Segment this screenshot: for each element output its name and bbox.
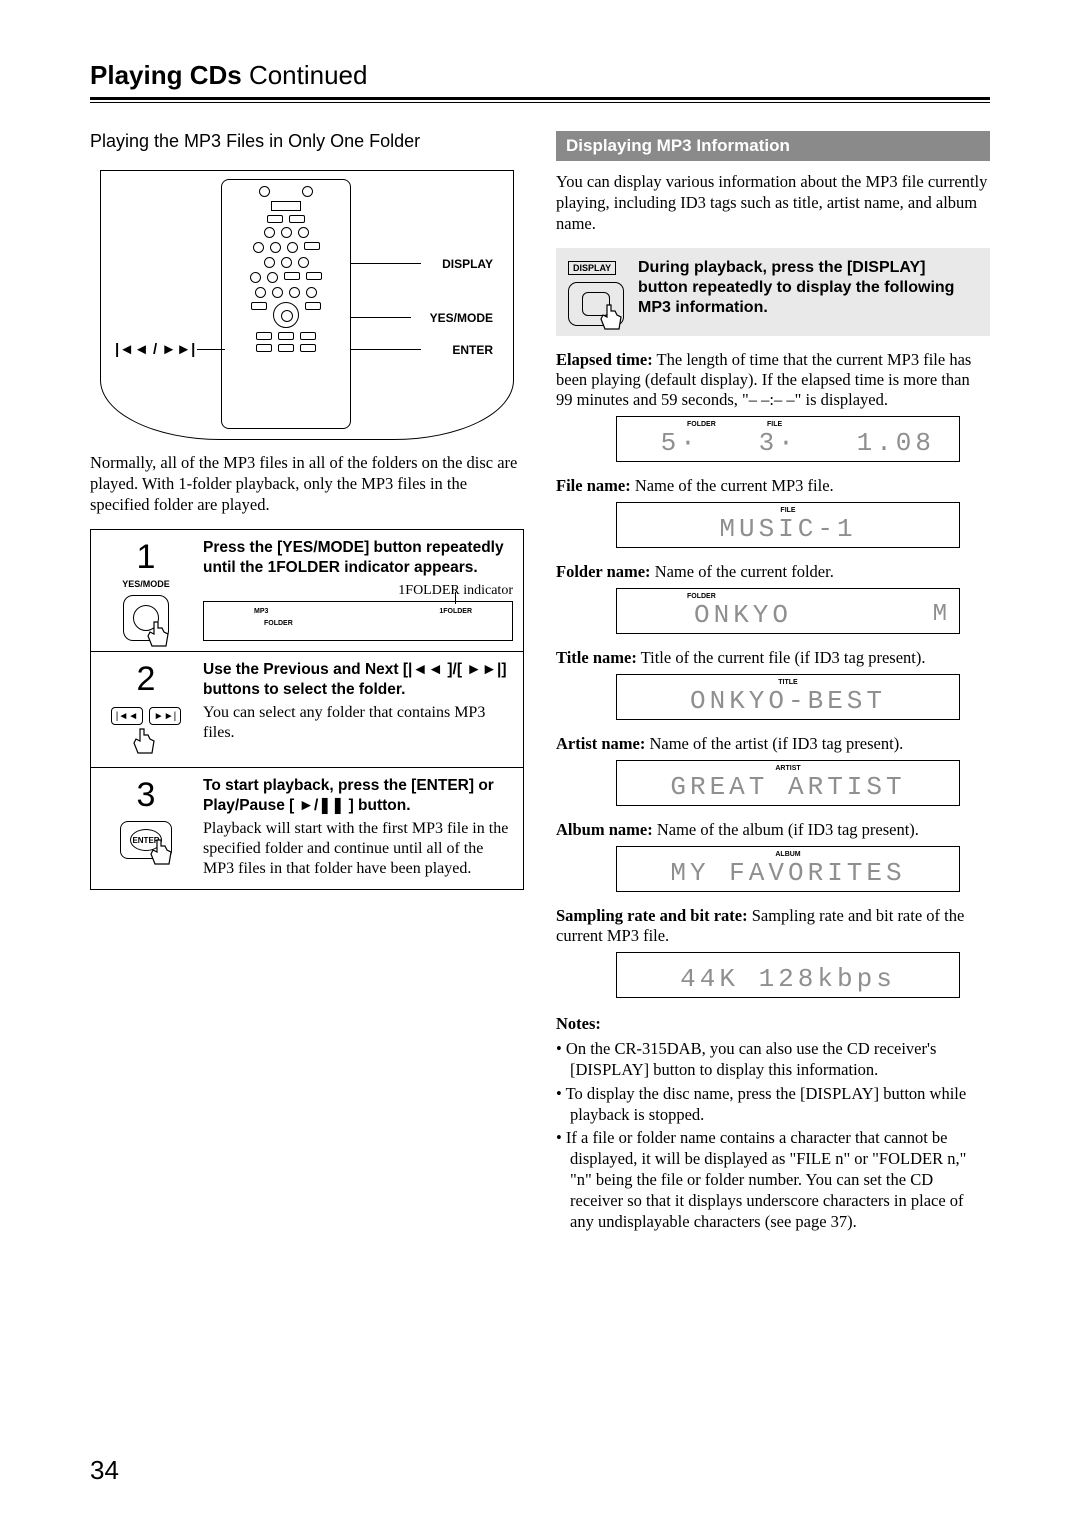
step-2-num: 2: [101, 660, 191, 699]
title-rule: [90, 97, 990, 103]
enter-button-icon: ENTER: [120, 821, 172, 859]
note-item: If a file or folder name contains a char…: [556, 1127, 990, 1233]
step-1-body: Press the [YES/MODE] button repeatedly u…: [199, 530, 523, 651]
step-2: 2 |◄◄ ►►| Use the Previous and Next [|◄◄…: [91, 651, 523, 767]
lcd-folder: FOLDER ONKYO M: [616, 588, 960, 634]
info-artist: Artist name: Name of the artist (if ID3 …: [556, 734, 990, 754]
left-column: Playing the MP3 Files in Only One Folder: [90, 131, 524, 1232]
page-title-continued: Continued: [242, 60, 368, 90]
diagram-label-enter: ENTER: [452, 343, 493, 357]
step-2-left: 2 |◄◄ ►►|: [91, 652, 199, 767]
lcd-title: TITLE ONKYO-BEST: [616, 674, 960, 720]
prev-glyph-icon: |◄◄: [408, 661, 443, 678]
display-instruction-text: During playback, press the [DISPLAY] but…: [638, 258, 978, 318]
lcd-album: ALBUM MY FAVORITES: [616, 846, 960, 892]
page-title: Playing CDs: [90, 60, 242, 90]
page-number: 34: [90, 1455, 119, 1486]
info-album: Album name: Name of the album (if ID3 ta…: [556, 820, 990, 840]
step-1-indic-label: 1FOLDER indicator: [203, 583, 513, 599]
step-1-bold: Press the [YES/MODE] button repeatedly u…: [203, 538, 513, 577]
right-intro: You can display various information abou…: [556, 171, 990, 234]
lcd-elapsed: FOLDER FILE 5· 3· 1.08: [616, 416, 960, 462]
info-elapsed: Elapsed time: The length of time that th…: [556, 350, 990, 410]
yesmode-button-icon: [123, 595, 169, 641]
prev-button-icon: |◄◄: [111, 707, 143, 725]
info-items: Elapsed time: The length of time that th…: [556, 350, 990, 998]
info-sampling: Sampling rate and bit rate: Sampling rat…: [556, 906, 990, 946]
lcd-sampling: 44K 128kbps: [616, 952, 960, 998]
notes-head: Notes:: [556, 1014, 990, 1034]
step-2-reg: You can select any folder that contains …: [203, 703, 513, 743]
diagram-label-prevnext: |◄◄ / ►►|: [115, 341, 195, 358]
step-3-num: 3: [101, 776, 191, 815]
remote-body: [221, 179, 351, 429]
step-3-bold: To start playback, press the [ENTER] or …: [203, 776, 513, 815]
step-2-body: Use the Previous and Next [|◄◄ ]/[ ►►|] …: [199, 652, 523, 767]
lcd-artist: ARTIST GREAT ARTIST: [616, 760, 960, 806]
step-3-body: To start playback, press the [ENTER] or …: [199, 768, 523, 889]
right-column: Displaying MP3 Information You can displ…: [556, 131, 990, 1232]
diagram-label-display: DISPLAY: [442, 257, 493, 271]
step-1-left: 1 YES/MODE: [91, 530, 199, 651]
section-title: Displaying MP3 Information: [556, 131, 990, 161]
info-filename: File name: Name of the current MP3 file.: [556, 476, 990, 496]
display-badge: DISPLAY: [568, 261, 616, 275]
note-item: On the CR-315DAB, you can also use the C…: [556, 1038, 990, 1080]
display-instruction: DISPLAY During playback, press the [DISP…: [556, 248, 990, 336]
next-glyph-icon: ►►|: [466, 661, 501, 678]
remote-diagram: DISPLAY YES/MODE ENTER |◄◄ / ►►|: [100, 170, 514, 440]
step-1-btnlabel: YES/MODE: [101, 579, 191, 589]
steps-table: 1 YES/MODE Press the [YES/MODE] button r…: [90, 529, 524, 890]
hand-icon: [146, 620, 174, 650]
display-icon-col: DISPLAY: [568, 258, 624, 326]
info-folder: Folder name: Name of the current folder.: [556, 562, 990, 582]
display-button-icon: [568, 282, 624, 326]
step-2-bold: Use the Previous and Next [|◄◄ ]/[ ►►|] …: [203, 660, 513, 699]
hand-icon: [599, 303, 627, 333]
page-title-wrap: Playing CDs Continued: [90, 60, 990, 103]
step-1-num: 1: [101, 538, 191, 577]
hand-icon: [132, 727, 160, 757]
step-3: 3 ENTER To start playback, press the [EN…: [91, 767, 523, 889]
columns: Playing the MP3 Files in Only One Folder: [90, 131, 990, 1232]
step-1-indic-box: MP3 FOLDER 1FOLDER: [203, 601, 513, 641]
diagram-label-yesmode: YES/MODE: [430, 311, 493, 325]
hand-icon: [149, 838, 177, 868]
info-title: Title name: Title of the current file (i…: [556, 648, 990, 668]
left-subhead: Playing the MP3 Files in Only One Folder: [90, 131, 524, 152]
next-button-icon: ►►|: [149, 707, 181, 725]
step-1: 1 YES/MODE Press the [YES/MODE] button r…: [91, 530, 523, 651]
note-item: To display the disc name, press the [DIS…: [556, 1083, 990, 1125]
step-3-left: 3 ENTER: [91, 768, 199, 889]
lcd-filename: FILE MUSIC-1: [616, 502, 960, 548]
step-3-reg: Playback will start with the first MP3 f…: [203, 819, 513, 879]
play-pause-glyph-icon: ►/❚❚: [294, 797, 348, 814]
left-intro: Normally, all of the MP3 files in all of…: [90, 452, 524, 515]
notes-list: On the CR-315DAB, you can also use the C…: [556, 1038, 990, 1232]
